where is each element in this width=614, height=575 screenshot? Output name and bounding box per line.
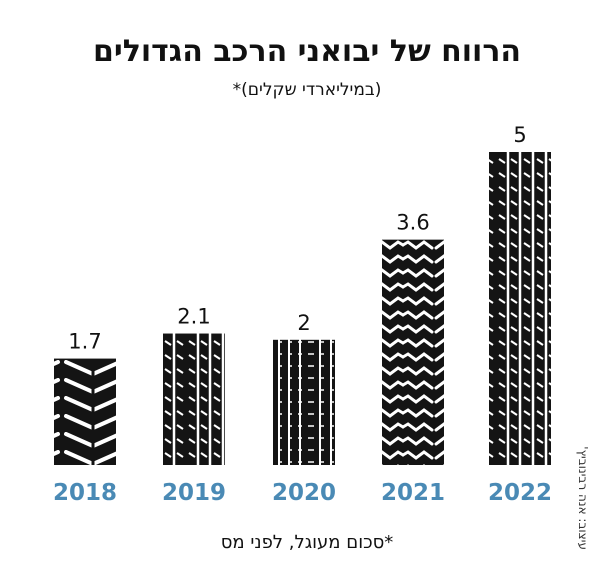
value-label-2022: 5 — [513, 123, 526, 147]
year-label-2022: 2022 — [488, 480, 552, 506]
year-label-2019: 2019 — [162, 480, 226, 506]
bars-group: 1.7 2018 2.1 2019 2 2020 3.6 2021 5 2022 — [53, 123, 552, 506]
chart-title: הרווח של יבואני הרכב הגדולים — [92, 34, 522, 69]
year-label-2020: 2020 — [272, 480, 336, 506]
bar-2018 — [54, 358, 116, 465]
year-label-2021: 2021 — [381, 480, 445, 506]
bar-2020 — [273, 339, 335, 465]
bar-2022 — [489, 152, 551, 465]
credit-text: עיצוב: אנה רבינוביץ' — [576, 446, 590, 550]
value-label-2020: 2 — [297, 311, 310, 335]
bar-2021 — [382, 239, 444, 465]
value-label-2019: 2.1 — [177, 305, 210, 329]
year-label-2018: 2018 — [53, 480, 117, 506]
value-label-2018: 1.7 — [68, 330, 101, 354]
value-label-2021: 3.6 — [396, 211, 429, 235]
footnote: *סכום מעוגל, לפני מס — [220, 532, 394, 553]
chart-subtitle: (במיליארדי שקלים)* — [232, 80, 382, 100]
bar-2019 — [163, 333, 225, 465]
